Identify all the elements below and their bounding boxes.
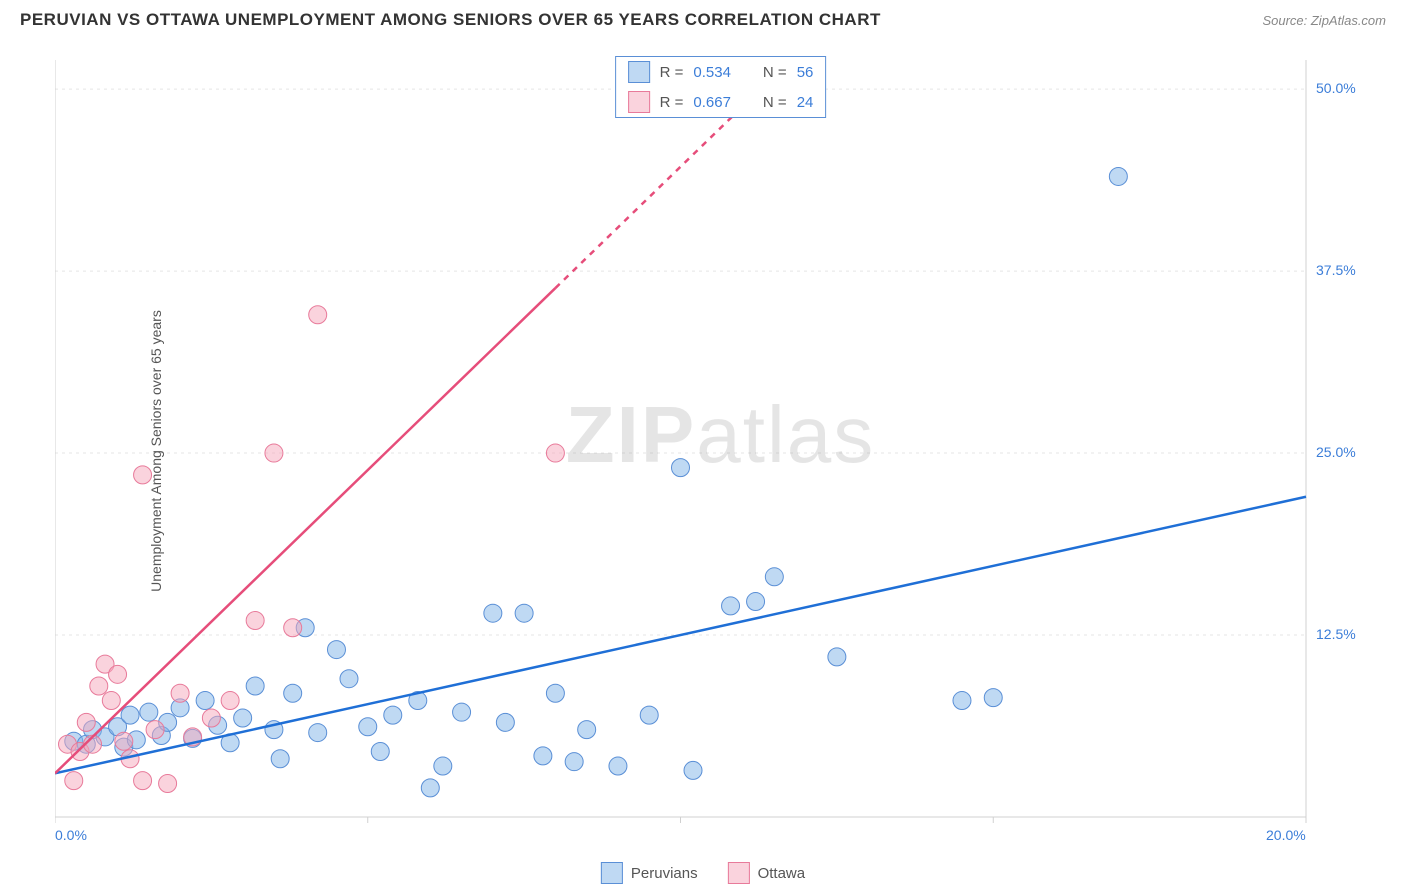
x-tick-label: 0.0% bbox=[55, 827, 87, 843]
scatter-point bbox=[722, 597, 740, 615]
scatter-point bbox=[246, 677, 264, 695]
scatter-point bbox=[90, 677, 108, 695]
legend-swatch bbox=[628, 91, 650, 113]
y-tick-label: 25.0% bbox=[1316, 444, 1356, 460]
scatter-point bbox=[327, 641, 345, 659]
scatter-point bbox=[65, 772, 83, 790]
scatter-point bbox=[672, 459, 690, 477]
scatter-point bbox=[515, 604, 533, 622]
trend-line bbox=[55, 288, 555, 773]
source-prefix: Source: bbox=[1262, 13, 1310, 28]
scatter-point bbox=[115, 732, 133, 750]
scatter-point bbox=[609, 757, 627, 775]
scatter-point bbox=[546, 444, 564, 462]
scatter-point bbox=[747, 593, 765, 611]
r-label: R = bbox=[660, 94, 684, 111]
stats-legend: R = 0.534 N = 56 R = 0.667 N = 24 bbox=[615, 56, 827, 118]
scatter-point bbox=[265, 444, 283, 462]
scatter-point bbox=[121, 706, 139, 724]
scatter-point bbox=[684, 761, 702, 779]
series-legend-item: Ottawa bbox=[728, 862, 806, 884]
legend-swatch bbox=[728, 862, 750, 884]
r-value: 0.667 bbox=[693, 94, 731, 111]
scatter-point bbox=[384, 706, 402, 724]
n-label: N = bbox=[763, 64, 787, 81]
y-axis-label: Unemployment Among Seniors over 65 years bbox=[148, 310, 164, 592]
scatter-point bbox=[309, 306, 327, 324]
scatter-point bbox=[221, 692, 239, 710]
stats-legend-row: R = 0.534 N = 56 bbox=[616, 57, 826, 87]
scatter-point bbox=[453, 703, 471, 721]
scatter-point bbox=[484, 604, 502, 622]
scatter-point bbox=[1109, 167, 1127, 185]
scatter-point bbox=[578, 721, 596, 739]
n-value: 24 bbox=[797, 94, 814, 111]
scatter-point bbox=[284, 619, 302, 637]
series-legend: Peruvians Ottawa bbox=[601, 862, 805, 884]
r-value: 0.534 bbox=[693, 64, 731, 81]
scatter-point bbox=[534, 747, 552, 765]
scatter-point bbox=[565, 753, 583, 771]
legend-swatch bbox=[628, 61, 650, 83]
n-value: 56 bbox=[797, 64, 814, 81]
scatter-point bbox=[246, 611, 264, 629]
scatter-point bbox=[196, 692, 214, 710]
source-credit: Source: ZipAtlas.com bbox=[1262, 13, 1386, 28]
scatter-point bbox=[546, 684, 564, 702]
scatter-point bbox=[640, 706, 658, 724]
source-name: ZipAtlas.com bbox=[1311, 13, 1386, 28]
scatter-point bbox=[828, 648, 846, 666]
scatter-point bbox=[340, 670, 358, 688]
scatter-chart bbox=[55, 50, 1386, 852]
y-tick-label: 12.5% bbox=[1316, 626, 1356, 642]
scatter-point bbox=[984, 689, 1002, 707]
scatter-point bbox=[102, 692, 120, 710]
y-tick-label: 50.0% bbox=[1316, 80, 1356, 96]
x-tick-label: 20.0% bbox=[1266, 827, 1306, 843]
r-label: R = bbox=[660, 64, 684, 81]
scatter-point bbox=[77, 713, 95, 731]
series-legend-item: Peruvians bbox=[601, 862, 698, 884]
scatter-point bbox=[140, 703, 158, 721]
scatter-point bbox=[202, 709, 220, 727]
legend-swatch bbox=[601, 862, 623, 884]
trend-line bbox=[55, 497, 1306, 774]
scatter-point bbox=[371, 742, 389, 760]
scatter-point bbox=[953, 692, 971, 710]
page-title: PERUVIAN VS OTTAWA UNEMPLOYMENT AMONG SE… bbox=[20, 10, 881, 30]
scatter-point bbox=[109, 665, 127, 683]
stats-legend-row: R = 0.667 N = 24 bbox=[616, 87, 826, 117]
chart-container: Unemployment Among Seniors over 65 years… bbox=[55, 50, 1386, 852]
y-tick-label: 37.5% bbox=[1316, 262, 1356, 278]
scatter-point bbox=[134, 772, 152, 790]
n-label: N = bbox=[763, 94, 787, 111]
scatter-point bbox=[765, 568, 783, 586]
scatter-point bbox=[271, 750, 289, 768]
scatter-point bbox=[284, 684, 302, 702]
scatter-point bbox=[309, 724, 327, 742]
scatter-point bbox=[171, 684, 189, 702]
scatter-point bbox=[146, 721, 164, 739]
series-name: Ottawa bbox=[758, 865, 806, 882]
scatter-point bbox=[496, 713, 514, 731]
scatter-point bbox=[159, 775, 177, 793]
scatter-point bbox=[234, 709, 252, 727]
series-name: Peruvians bbox=[631, 865, 698, 882]
scatter-point bbox=[421, 779, 439, 797]
scatter-point bbox=[359, 718, 377, 736]
scatter-point bbox=[434, 757, 452, 775]
